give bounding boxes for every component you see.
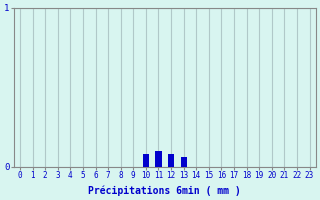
Bar — [143, 154, 149, 167]
Bar — [155, 151, 162, 167]
X-axis label: Précipitations 6min ( mm ): Précipitations 6min ( mm ) — [88, 185, 241, 196]
Bar — [168, 154, 174, 167]
Bar — [180, 157, 187, 167]
